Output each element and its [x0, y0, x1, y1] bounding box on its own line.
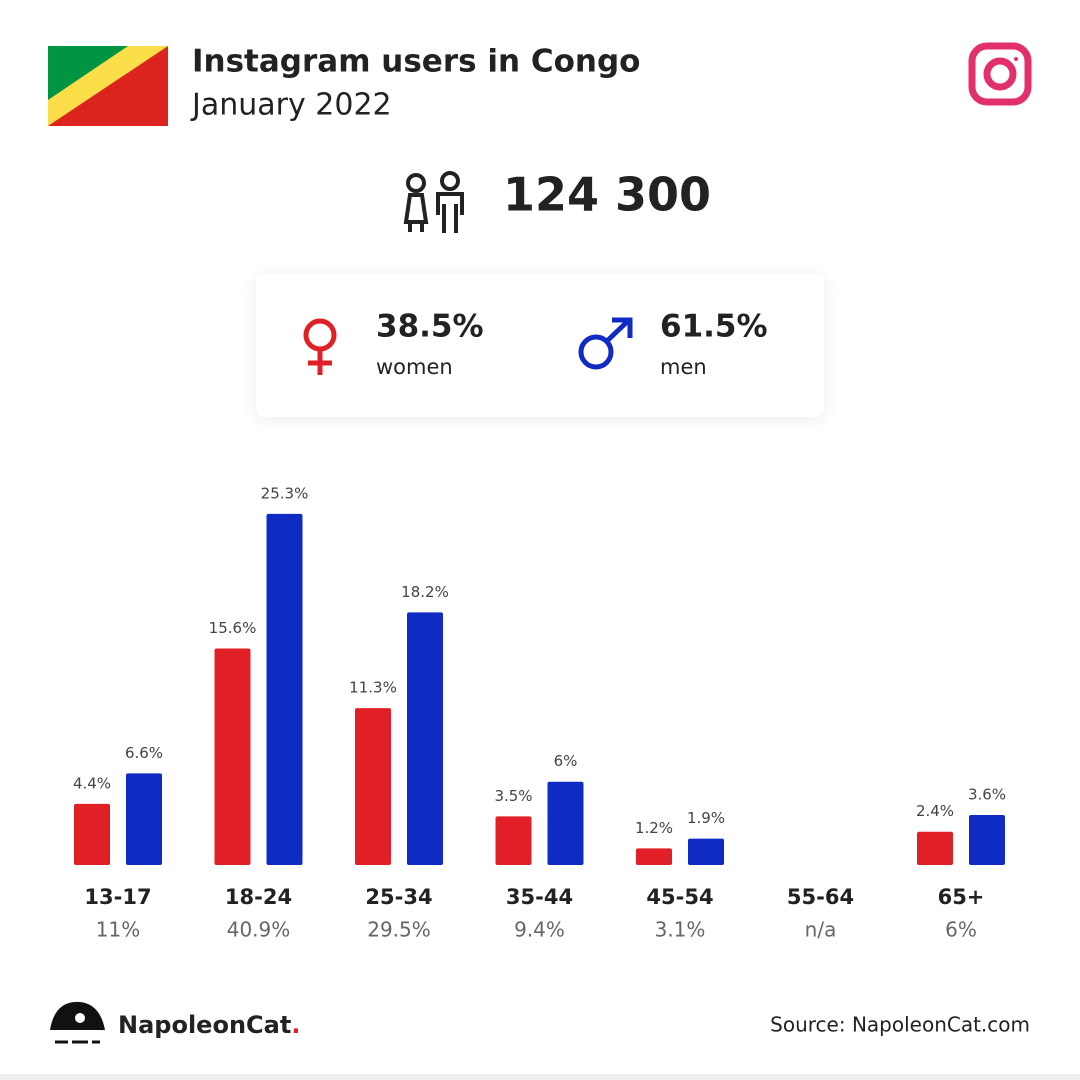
category-label: 45-54 [646, 885, 713, 909]
subtitle: January 2022 [190, 88, 392, 123]
category-total: 11% [96, 918, 140, 942]
value-label: 18.2% [401, 583, 449, 601]
bar [688, 838, 724, 865]
bar [74, 803, 110, 865]
value-label: 11.3% [349, 679, 397, 697]
bar [407, 612, 443, 865]
value-label: 3.6% [968, 786, 1006, 804]
total-users: 124 300 [503, 168, 711, 222]
category-label: 55-64 [787, 885, 854, 909]
value-label: 6.6% [125, 744, 163, 762]
bar [547, 781, 584, 865]
value-label: 4.4% [73, 774, 111, 792]
bar [969, 815, 1005, 865]
brand-dot: . [291, 1011, 300, 1039]
bar [917, 831, 953, 865]
value-label: 3.5% [494, 787, 532, 805]
bar [266, 513, 303, 865]
men-label: men [660, 355, 707, 379]
title: Instagram users in Congo [192, 44, 640, 80]
category-total: 29.5% [367, 918, 431, 942]
value-label: 15.6% [209, 619, 257, 637]
napoleoncat-logo [50, 1001, 105, 1044]
category-total: n/a [805, 918, 837, 942]
bar [495, 816, 532, 865]
bar [636, 848, 672, 865]
source: Source: NapoleonCat.com [770, 1013, 1030, 1037]
category-label: 65+ [938, 885, 985, 909]
category-total: 6% [945, 918, 977, 942]
women-label: women [376, 355, 453, 379]
category-label: 18-24 [225, 885, 292, 909]
value-label: 25.3% [261, 484, 309, 502]
female-icon [303, 318, 337, 375]
male-icon [578, 317, 633, 370]
men-share: 61.5% [660, 309, 768, 345]
value-label: 2.4% [916, 802, 954, 820]
category-label: 25-34 [365, 885, 432, 909]
value-label: 6% [554, 752, 578, 770]
flag [48, 46, 168, 126]
bar [214, 648, 251, 865]
category-label: 13-17 [84, 885, 151, 909]
bar [355, 708, 391, 865]
brand-name: NapoleonCat [118, 1011, 291, 1039]
category-label: 35-44 [506, 885, 573, 909]
value-label: 1.9% [687, 809, 725, 827]
value-label: 1.2% [635, 819, 673, 837]
women-share: 38.5% [376, 309, 484, 345]
brand: NapoleonCat. [118, 1011, 300, 1039]
category-total: 9.4% [514, 918, 565, 942]
bar [126, 773, 162, 865]
instagram-icon [968, 42, 1032, 106]
gender-card [256, 274, 824, 417]
people-icon [403, 171, 464, 233]
bottom-strip [0, 1074, 1080, 1080]
category-total: 40.9% [227, 918, 291, 942]
category-total: 3.1% [655, 918, 706, 942]
